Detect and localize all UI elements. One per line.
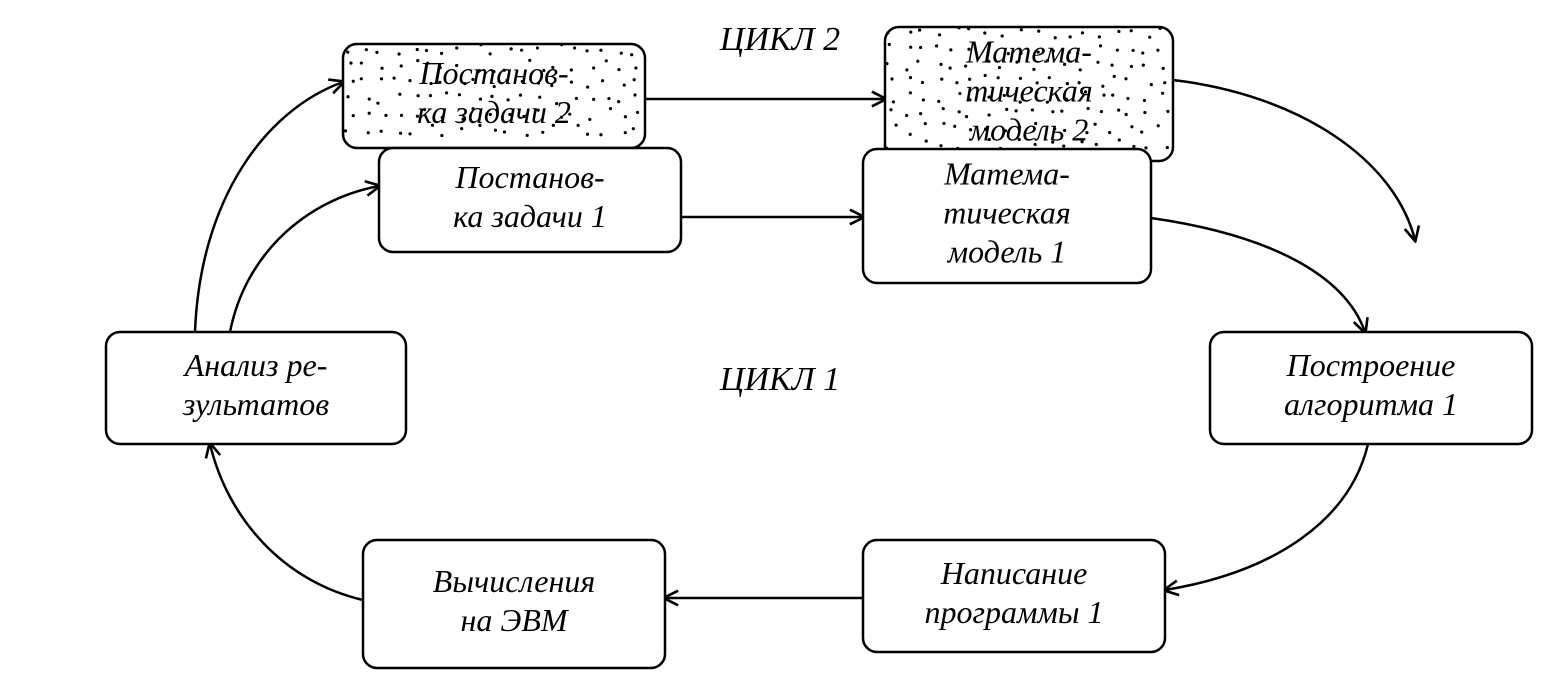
edge-e_model1_algo1 (1151, 218, 1365, 332)
node-prog1: Написаниепрограммы 1 (863, 540, 1165, 652)
edge-e_model2_out (1173, 80, 1415, 240)
node-task1: Постанов-ка задачи 1 (379, 148, 681, 252)
node-comp: Вычисленияна ЭВМ (363, 540, 665, 668)
node-algo1: Построениеалгоритма 1 (1210, 332, 1532, 444)
node-comp-line1: Вычисления (433, 563, 595, 599)
node-task1-line1: Постанов- (454, 159, 604, 195)
node-analysis-line2: зультатов (182, 386, 329, 422)
title-cycle2: ЦИКЛ 2 (719, 21, 840, 58)
node-algo1-line1: Построение (1286, 347, 1456, 383)
node-task1-line2: ка задачи 1 (453, 198, 607, 234)
node-analysis: Анализ ре-зультатов (106, 332, 406, 444)
edge-e_analysis_task1 (230, 186, 379, 332)
node-model2: Матема-тическаямодель 2 (885, 26, 1173, 161)
node-model2-line1: Матема- (965, 33, 1092, 69)
edge-e_comp_analysis (210, 444, 363, 600)
node-algo1-line2: алгоритма 1 (1284, 386, 1458, 422)
node-prog1-line2: программы 1 (925, 594, 1104, 630)
node-task2: Постанов-ка задачи 2 (343, 43, 645, 148)
node-model1: Матема-тическаямодель 1 (863, 149, 1151, 283)
node-model1-line3: модель 1 (947, 233, 1067, 269)
node-comp-line2: на ЭВМ (460, 602, 569, 638)
node-task2-line1: Постанов- (418, 55, 568, 91)
node-analysis-line1: Анализ ре- (183, 347, 328, 383)
edge-e_algo1_prog1 (1165, 444, 1368, 590)
node-task2-line2: ка задачи 2 (417, 94, 571, 130)
node-model1-line1: Матема- (943, 155, 1070, 191)
title-cycle1: ЦИКЛ 1 (719, 361, 840, 398)
node-model2-line3: модель 2 (969, 111, 1089, 147)
node-model1-line2: тическая (943, 194, 1070, 230)
node-prog1-line1: Написание (940, 555, 1088, 591)
node-model2-line2: тическая (965, 72, 1092, 108)
